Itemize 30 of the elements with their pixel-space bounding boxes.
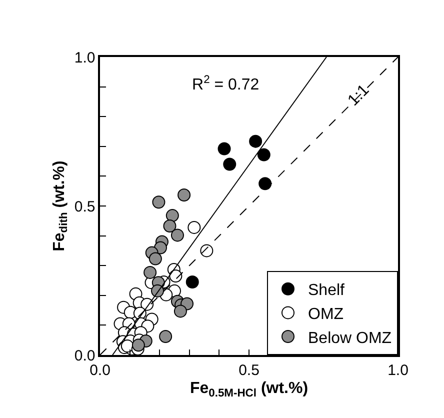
point <box>159 330 172 344</box>
point <box>258 177 272 190</box>
x-tick-label: 1.0 <box>388 362 408 379</box>
point <box>200 244 214 258</box>
point <box>249 134 262 148</box>
legend-label: OMZ <box>308 306 344 323</box>
annotation: 1:1 <box>344 82 373 110</box>
point <box>148 252 162 266</box>
point <box>257 148 270 162</box>
x-tick-label: 0.5 <box>238 362 260 379</box>
y-tick-label: 0.0 <box>74 347 96 364</box>
legend-label: Shelf <box>308 282 346 300</box>
x-axis-title: Fe$_{0.5M-HCl}$ (wt.%) <box>190 380 308 400</box>
point <box>152 196 166 209</box>
point <box>186 275 199 288</box>
point <box>188 220 201 234</box>
point <box>144 266 157 279</box>
point <box>170 228 184 242</box>
point <box>166 209 179 222</box>
point <box>218 142 231 156</box>
point <box>163 219 176 232</box>
y-tick-label: 1.0 <box>74 49 96 66</box>
point <box>132 338 145 352</box>
point <box>178 188 191 202</box>
annotation: R$^{2}$ = 0.72 <box>192 74 260 94</box>
point <box>223 158 236 171</box>
y-tick-label: 0.5 <box>74 198 96 216</box>
x-tick-label: 0.0 <box>90 362 110 379</box>
point <box>174 304 187 318</box>
legend-label: Below OMZ <box>308 330 392 347</box>
